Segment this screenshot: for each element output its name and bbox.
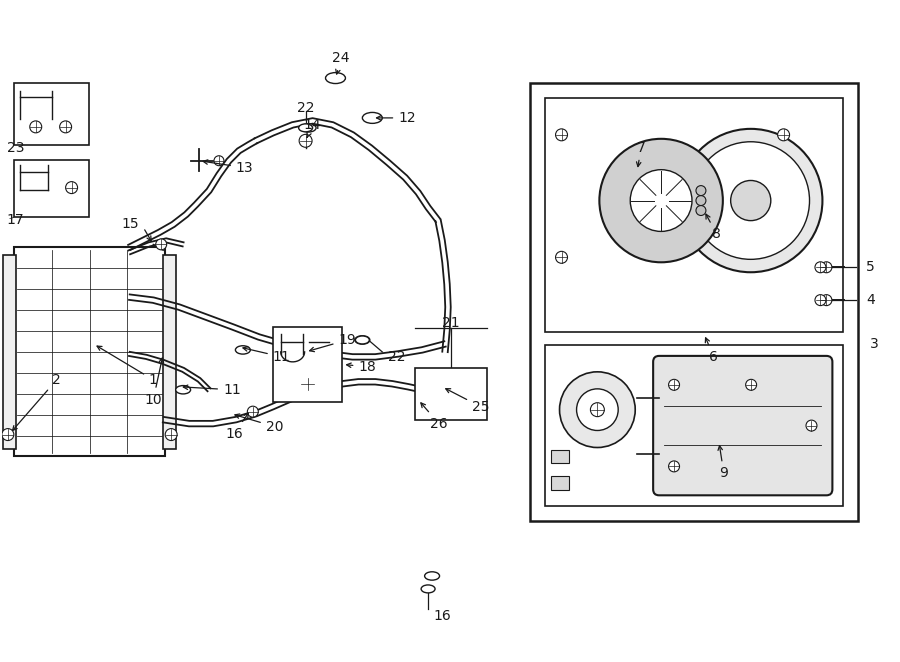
Text: 24: 24 — [332, 51, 350, 74]
Circle shape — [696, 205, 706, 216]
Circle shape — [156, 239, 166, 250]
Circle shape — [248, 406, 258, 417]
Bar — [544, 345, 843, 506]
Text: 7: 7 — [636, 141, 645, 167]
Text: 21: 21 — [442, 316, 460, 330]
Bar — [3, 256, 16, 448]
Text: 1: 1 — [97, 346, 158, 387]
Text: 18: 18 — [346, 360, 376, 374]
Text: 15: 15 — [122, 217, 140, 232]
Bar — [273, 327, 343, 402]
Ellipse shape — [425, 572, 439, 580]
Circle shape — [560, 372, 635, 448]
Bar — [551, 477, 569, 491]
Bar — [14, 248, 166, 457]
Text: 11: 11 — [243, 347, 291, 364]
Bar — [415, 368, 487, 420]
Circle shape — [2, 428, 14, 440]
Ellipse shape — [302, 124, 316, 132]
Circle shape — [696, 195, 706, 205]
Circle shape — [669, 379, 680, 391]
Text: 22: 22 — [388, 350, 406, 364]
Text: 19: 19 — [310, 333, 356, 352]
Circle shape — [301, 377, 315, 391]
Ellipse shape — [236, 346, 250, 354]
Bar — [544, 98, 843, 332]
Bar — [551, 449, 569, 463]
Text: 16: 16 — [225, 413, 248, 441]
Circle shape — [590, 402, 604, 416]
Circle shape — [731, 181, 770, 220]
FancyBboxPatch shape — [653, 356, 832, 495]
Ellipse shape — [356, 336, 369, 344]
Bar — [163, 256, 176, 448]
Bar — [530, 83, 859, 521]
Text: 8: 8 — [706, 214, 721, 242]
Text: 17: 17 — [7, 213, 24, 228]
Bar — [14, 83, 88, 145]
Text: 13: 13 — [203, 160, 254, 175]
Circle shape — [815, 295, 826, 306]
Text: 3: 3 — [870, 337, 879, 351]
Text: 12: 12 — [376, 111, 416, 125]
Circle shape — [815, 261, 826, 273]
Circle shape — [692, 142, 809, 260]
Circle shape — [679, 129, 823, 272]
Circle shape — [669, 461, 680, 472]
Text: 5: 5 — [866, 260, 875, 274]
Ellipse shape — [355, 336, 370, 344]
Circle shape — [30, 121, 41, 133]
Circle shape — [555, 129, 568, 141]
Ellipse shape — [421, 585, 435, 593]
Text: 22: 22 — [297, 101, 314, 115]
Text: 23: 23 — [7, 141, 24, 155]
Circle shape — [577, 389, 618, 430]
Circle shape — [66, 181, 77, 193]
Circle shape — [166, 428, 177, 440]
Circle shape — [59, 121, 72, 133]
Text: 11: 11 — [184, 383, 240, 397]
Text: 9: 9 — [718, 446, 728, 481]
Circle shape — [630, 169, 692, 232]
Text: 14: 14 — [304, 118, 321, 138]
Text: 10: 10 — [144, 358, 164, 406]
Ellipse shape — [326, 73, 346, 83]
Bar — [14, 160, 88, 218]
Text: 2: 2 — [13, 373, 61, 430]
Circle shape — [599, 139, 723, 262]
Circle shape — [555, 252, 568, 263]
Circle shape — [821, 295, 832, 306]
Text: 6: 6 — [706, 338, 718, 364]
Circle shape — [821, 261, 832, 273]
Ellipse shape — [176, 385, 191, 394]
Circle shape — [696, 185, 706, 195]
Circle shape — [214, 156, 224, 166]
Text: 16: 16 — [433, 609, 451, 623]
Text: 25: 25 — [446, 389, 490, 414]
Text: 20: 20 — [235, 414, 284, 434]
Circle shape — [746, 379, 757, 391]
Text: 26: 26 — [421, 403, 447, 430]
Ellipse shape — [299, 124, 312, 132]
Text: 4: 4 — [866, 293, 875, 307]
Ellipse shape — [363, 113, 382, 123]
Circle shape — [778, 129, 789, 141]
Circle shape — [806, 420, 817, 431]
Circle shape — [299, 134, 312, 147]
